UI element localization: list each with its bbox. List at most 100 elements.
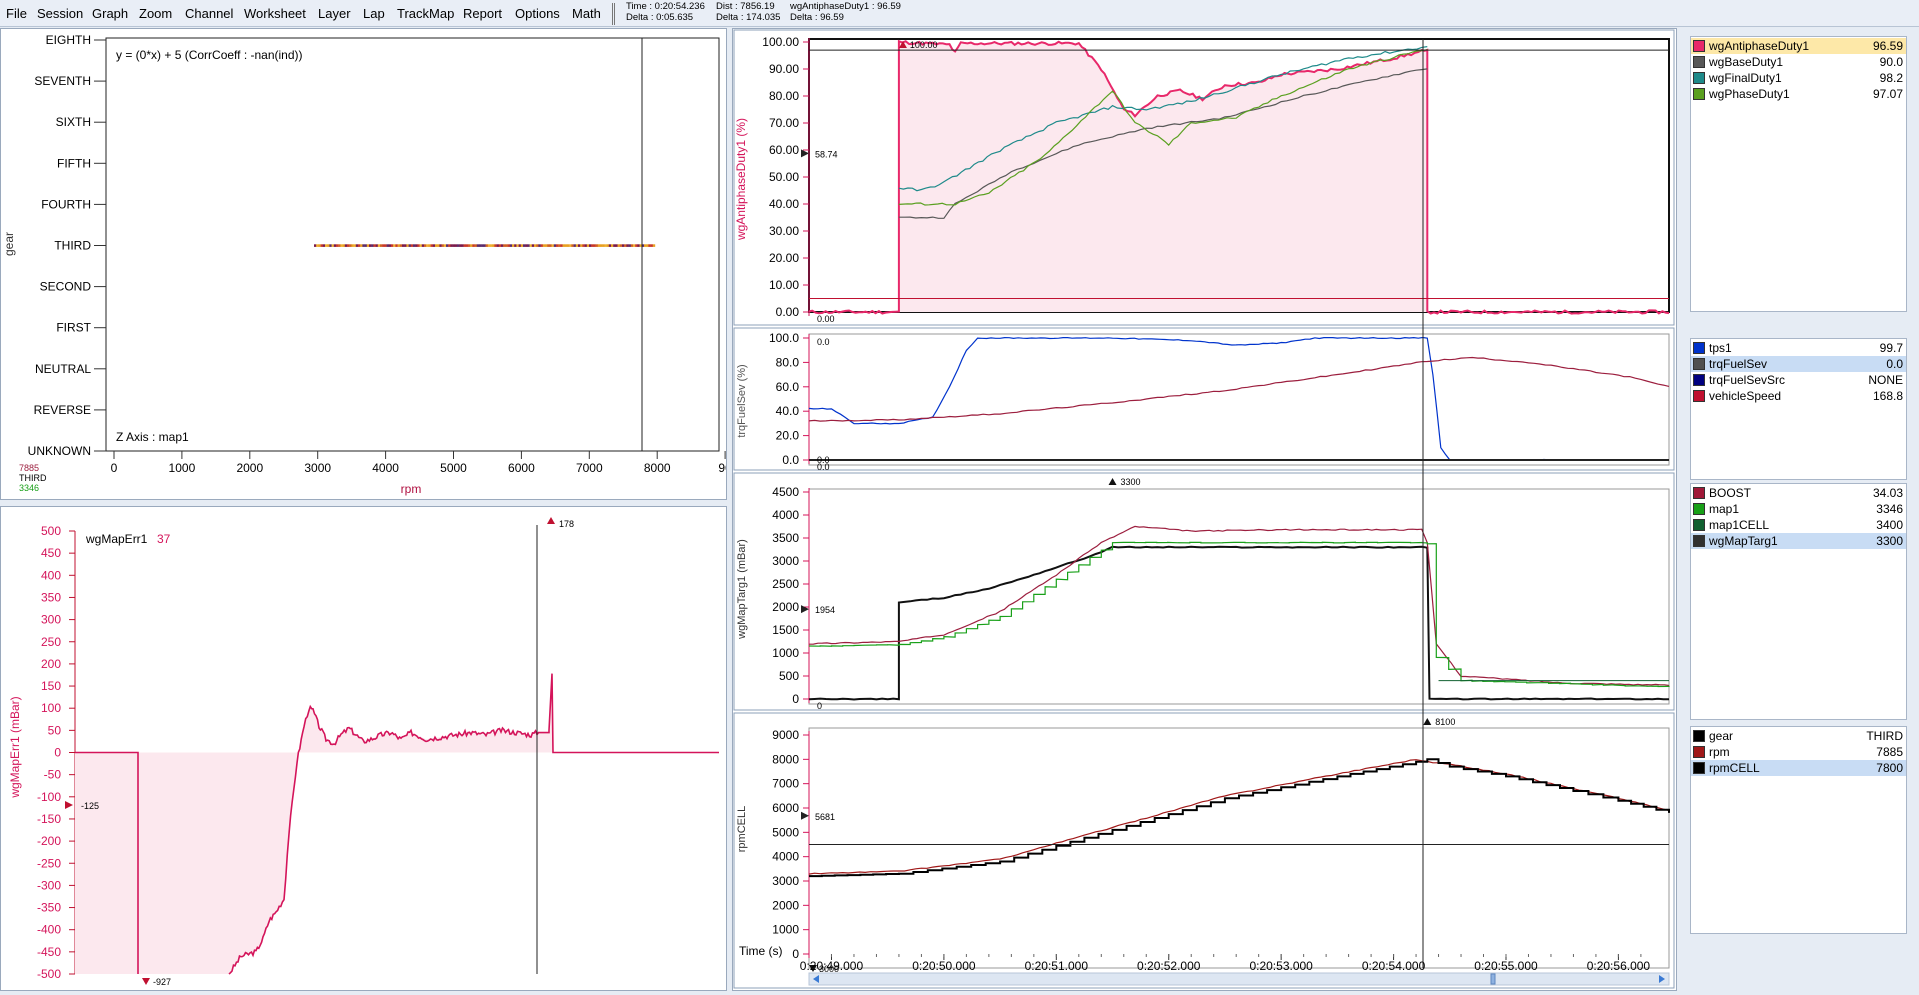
legend-row-wgMapTarg1[interactable]: wgMapTarg1 3300 bbox=[1691, 533, 1906, 549]
fuel-plot-area bbox=[808, 333, 1670, 466]
scatter-point bbox=[606, 244, 609, 247]
rpm-rpm-line bbox=[808, 759, 1670, 875]
legend-channel-name: rpmCELL bbox=[1709, 761, 1760, 775]
rpm-left-marker: 5681 bbox=[815, 812, 835, 822]
gear-rpm-scatter[interactable]: EIGHTH SEVENTH SIXTH FIFTH FOURTH THIRD SECOND… bbox=[1, 29, 732, 499]
map-y-tick-label: 500 bbox=[779, 669, 799, 683]
menu-file[interactable]: File bbox=[6, 6, 27, 21]
menu-lap[interactable]: Lap bbox=[363, 6, 385, 21]
err-y-tick-label: -50 bbox=[44, 768, 62, 782]
status-time: Time : 0:20:54.236 bbox=[626, 1, 705, 12]
duty-y-tick-label: 80.00 bbox=[769, 89, 799, 103]
legend-swatch bbox=[1693, 72, 1705, 84]
legend-row-wgAntiphaseDuty1[interactable]: wgAntiphaseDuty1 96.59 bbox=[1691, 38, 1906, 54]
scatter-point bbox=[470, 244, 473, 247]
scroll-left-icon[interactable] bbox=[813, 975, 819, 983]
menu-trackmap[interactable]: TrackMap bbox=[397, 6, 455, 21]
err-y-tick-label: 400 bbox=[41, 568, 61, 582]
err-max-marker: 178 bbox=[559, 519, 574, 529]
scatter-point bbox=[531, 244, 535, 247]
legend-row-wgPhaseDuty1[interactable]: wgPhaseDuty1 97.07 bbox=[1691, 86, 1906, 102]
scatter-point bbox=[639, 244, 642, 247]
menu-layer[interactable]: Layer bbox=[318, 6, 351, 21]
legend-row-trqFuelSevSrc[interactable]: trqFuelSevSrc NONE bbox=[1691, 372, 1906, 388]
scatter-point bbox=[509, 244, 513, 247]
scatter-point bbox=[391, 244, 394, 247]
scatter-point bbox=[344, 244, 348, 247]
status-delta-channel: Delta : 96.59 bbox=[790, 12, 844, 23]
scatter-x-tick-label: 4000 bbox=[372, 461, 399, 475]
scatter-point bbox=[525, 244, 528, 247]
legend-row-wgFinalDuty1[interactable]: wgFinalDuty1 98.2 bbox=[1691, 70, 1906, 86]
status-delta-dist: Delta : 174.035 bbox=[716, 12, 781, 23]
scatter-point bbox=[492, 244, 495, 247]
time-tick-label: 0:20:54.000 bbox=[1362, 959, 1426, 973]
scatter-x-tick-label: 90 bbox=[718, 461, 726, 475]
scatter-point bbox=[547, 244, 550, 247]
scatter-point bbox=[461, 244, 464, 247]
menu-math[interactable]: Math bbox=[572, 6, 601, 21]
scatter-point bbox=[553, 244, 557, 247]
legend-row-vehicleSpeed[interactable]: vehicleSpeed 168.8 bbox=[1691, 388, 1906, 404]
time-scrollbar[interactable] bbox=[808, 972, 1670, 986]
legend-channel-value: 0.0 bbox=[1886, 357, 1903, 371]
scatter-point bbox=[450, 244, 453, 247]
time-axis-label: Time (s) bbox=[739, 944, 783, 958]
legend-channel-value: 168.8 bbox=[1872, 389, 1903, 403]
time-tick-label: 0:20:49.000 bbox=[800, 959, 864, 973]
menu-worksheet[interactable]: Worksheet bbox=[244, 6, 306, 21]
legend-row-map1[interactable]: map1 3346 bbox=[1691, 501, 1906, 517]
map-y-tick-label: 1500 bbox=[772, 623, 799, 637]
scatter-x-tick-label: 8000 bbox=[644, 461, 671, 475]
scatter-point bbox=[428, 244, 431, 247]
scatter-y-tick-label: REVERSE bbox=[34, 403, 91, 417]
err-y-tick-label: 50 bbox=[48, 723, 62, 737]
legend-row-BOOST[interactable]: BOOST 34.03 bbox=[1691, 485, 1906, 501]
scroll-right-icon[interactable] bbox=[1659, 975, 1665, 983]
scatter-point bbox=[558, 244, 561, 247]
scatter-point bbox=[474, 244, 477, 247]
duty-y-axis-label: wgAntiphaseDuty1 (%) bbox=[734, 118, 748, 241]
scatter-point bbox=[505, 244, 508, 247]
legend-row-rpm[interactable]: rpm 7885 bbox=[1691, 744, 1906, 760]
legend-row-rpmCELL[interactable]: rpmCELL 7800 bbox=[1691, 760, 1906, 776]
time-tick-label: 0:20:52.000 bbox=[1137, 959, 1201, 973]
menu-options[interactable]: Options bbox=[515, 6, 560, 21]
map-y-tick-label: 4500 bbox=[772, 485, 799, 499]
scatter-point bbox=[483, 244, 486, 247]
time-charts[interactable]: 100.0090.0080.0070.0060.0050.0040.0030.0… bbox=[733, 29, 1676, 990]
scatter-point bbox=[602, 244, 605, 247]
rpm-y-tick-label: 3000 bbox=[772, 874, 799, 888]
map-error-chart[interactable]: 500450400350300250200150100500-50-100-15… bbox=[1, 507, 726, 990]
menu-report[interactable]: Report bbox=[463, 6, 503, 21]
menu-session[interactable]: Session bbox=[37, 6, 84, 21]
legend-row-wgBaseDuty1[interactable]: wgBaseDuty1 90.0 bbox=[1691, 54, 1906, 70]
legend-channel-name: rpm bbox=[1709, 745, 1730, 759]
legend-row-map1CELL[interactable]: map1CELL 3400 bbox=[1691, 517, 1906, 533]
scatter-point bbox=[419, 244, 422, 247]
legend-row-gear[interactable]: gear THIRD bbox=[1691, 728, 1906, 744]
scatter-point bbox=[617, 244, 620, 247]
legend-channel-value: 7800 bbox=[1876, 761, 1903, 775]
err-y-tick-label: -500 bbox=[37, 967, 61, 981]
legend-row-trqFuelSev[interactable]: trqFuelSev 0.0 bbox=[1691, 356, 1906, 372]
menu-channel[interactable]: Channel bbox=[185, 6, 234, 21]
rpm-panel-frame bbox=[733, 712, 1675, 989]
scatter-point bbox=[597, 244, 601, 247]
legend-row-tps1[interactable]: tps1 99.7 bbox=[1691, 340, 1906, 356]
menu-zoom[interactable]: Zoom bbox=[139, 6, 173, 21]
scatter-point bbox=[545, 244, 548, 247]
scatter-point bbox=[340, 244, 343, 247]
rpm-left-marker-icon bbox=[801, 811, 809, 820]
scatter-point bbox=[468, 244, 471, 247]
legend-channel-name: wgAntiphaseDuty1 bbox=[1709, 39, 1810, 53]
scatter-readout-gear: THIRD bbox=[19, 473, 47, 483]
scatter-point bbox=[575, 244, 579, 247]
scatter-point bbox=[351, 244, 354, 247]
scatter-point bbox=[604, 244, 607, 247]
scatter-point bbox=[377, 244, 381, 247]
scroll-thumb[interactable] bbox=[1490, 973, 1496, 985]
legend-swatch bbox=[1693, 358, 1705, 370]
fuel-left-marker: 0.0 bbox=[817, 455, 830, 465]
menu-graph[interactable]: Graph bbox=[92, 6, 129, 21]
